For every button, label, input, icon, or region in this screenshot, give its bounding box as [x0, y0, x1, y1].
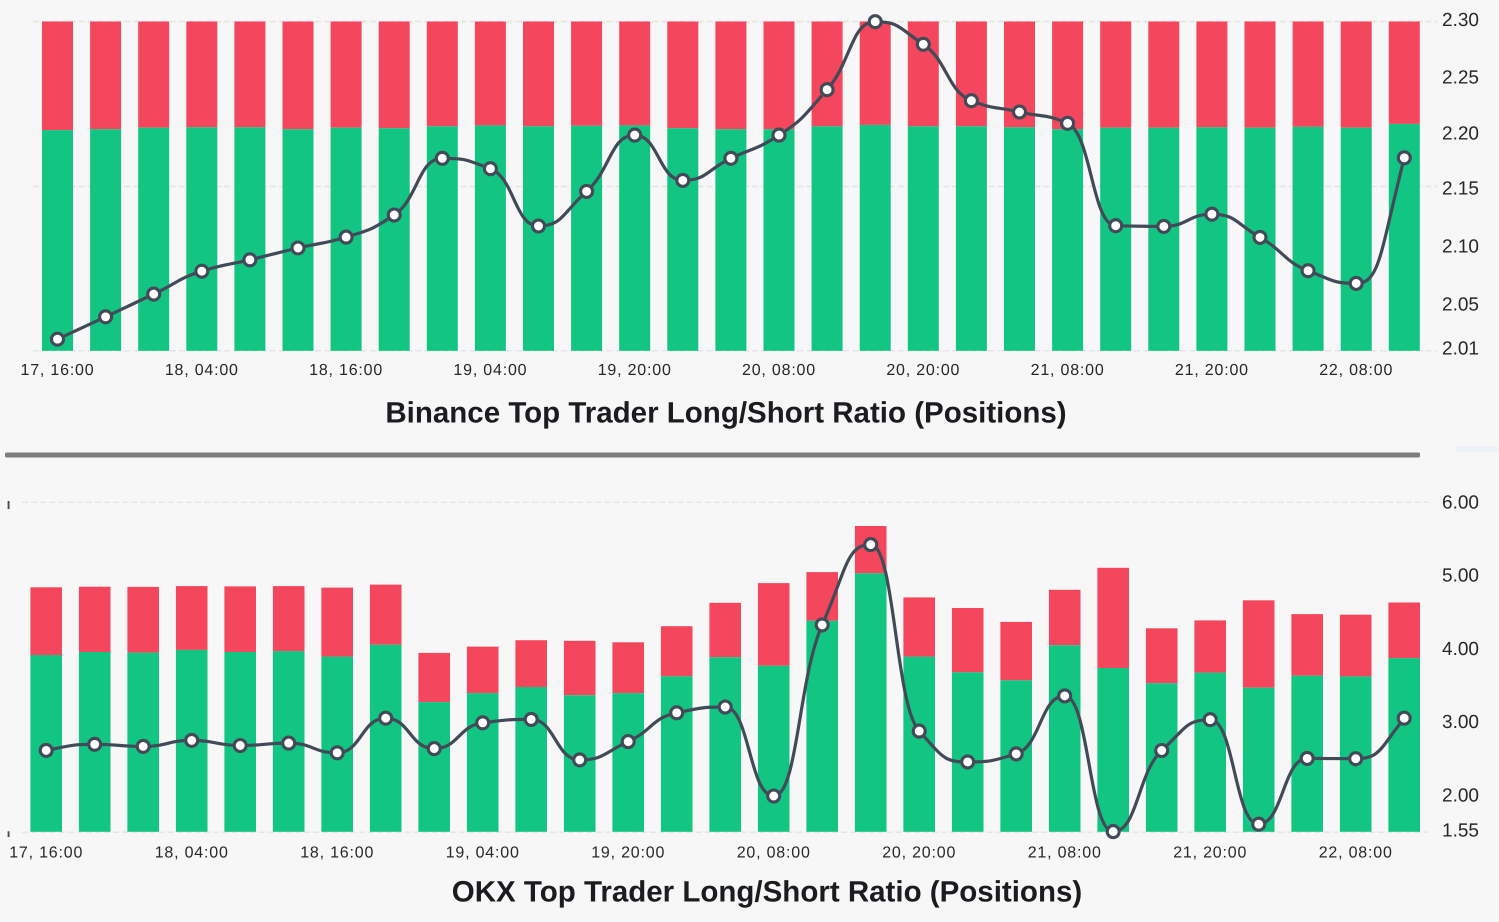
svg-text:5.00: 5.00 — [1442, 566, 1479, 587]
svg-text:22, 08:00: 22, 08:00 — [1319, 362, 1393, 379]
svg-text:2.30: 2.30 — [1442, 10, 1479, 31]
svg-text:18, 16:00: 18, 16:00 — [309, 362, 383, 379]
svg-text:2.10: 2.10 — [1442, 237, 1479, 258]
svg-text:2.20: 2.20 — [1442, 124, 1479, 145]
svg-text:3.00: 3.00 — [1442, 712, 1479, 733]
svg-text:21, 20:00: 21, 20:00 — [1175, 362, 1249, 379]
svg-text:2.25: 2.25 — [1442, 68, 1479, 89]
svg-text:19, 04:00: 19, 04:00 — [446, 845, 520, 862]
svg-text:2.15: 2.15 — [1442, 179, 1479, 200]
svg-text:Binance Top Trader Long/Short: Binance Top Trader Long/Short Ratio (Pos… — [385, 397, 1066, 430]
svg-text:6.00: 6.00 — [1442, 492, 1479, 513]
svg-text:20, 08:00: 20, 08:00 — [737, 845, 811, 862]
svg-text:17, 16:00: 17, 16:00 — [21, 362, 95, 379]
svg-text:18, 16:00: 18, 16:00 — [300, 845, 374, 862]
svg-text:1.55: 1.55 — [1442, 820, 1479, 841]
svg-text:OKX Top Trader Long/Short Rati: OKX Top Trader Long/Short Ratio (Positio… — [452, 876, 1082, 909]
svg-text:18, 04:00: 18, 04:00 — [155, 845, 229, 862]
svg-text:2.05: 2.05 — [1442, 295, 1479, 316]
svg-text:22, 08:00: 22, 08:00 — [1319, 845, 1393, 862]
svg-text:20, 20:00: 20, 20:00 — [886, 362, 960, 379]
svg-text:19, 20:00: 19, 20:00 — [598, 362, 672, 379]
svg-text:2.00: 2.00 — [1442, 786, 1479, 807]
svg-text:18, 04:00: 18, 04:00 — [165, 362, 239, 379]
svg-text:20, 20:00: 20, 20:00 — [882, 845, 956, 862]
svg-text:21, 08:00: 21, 08:00 — [1028, 845, 1102, 862]
svg-text:4.00: 4.00 — [1442, 639, 1479, 660]
svg-text:20, 08:00: 20, 08:00 — [742, 362, 816, 379]
svg-text:17, 16:00: 17, 16:00 — [9, 845, 83, 862]
svg-text:21, 20:00: 21, 20:00 — [1173, 845, 1247, 862]
svg-text:19, 04:00: 19, 04:00 — [453, 362, 527, 379]
svg-text:19, 20:00: 19, 20:00 — [591, 845, 665, 862]
svg-text:21, 08:00: 21, 08:00 — [1031, 362, 1105, 379]
svg-text:2.01: 2.01 — [1442, 339, 1479, 360]
